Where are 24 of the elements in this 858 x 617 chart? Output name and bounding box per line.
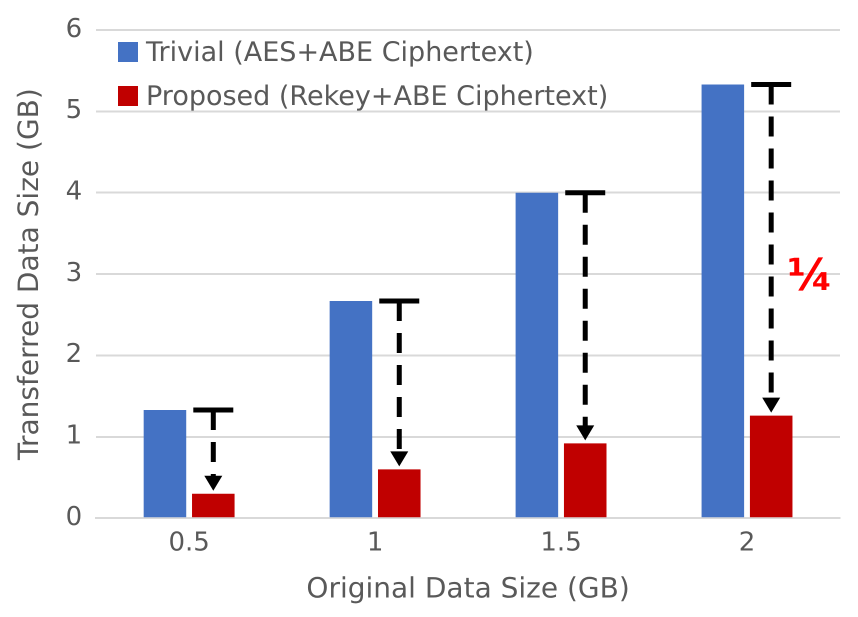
bar (144, 410, 186, 518)
x-tick-label: 1 (366, 528, 384, 558)
bar (378, 469, 421, 518)
bar (330, 300, 372, 518)
y-tick-label: 3 (66, 258, 82, 288)
y-tick-label: 6 (66, 14, 82, 44)
legend-label: Trivial (AES+ABE Ciphertext) (146, 36, 534, 68)
bar (750, 416, 792, 518)
bar (564, 443, 607, 518)
y-tick-label: 5 (66, 95, 82, 126)
y-tick-label: 4 (66, 176, 82, 206)
legend-label: Proposed (Rekey+ABE Ciphertext) (146, 80, 608, 112)
bar (702, 84, 744, 518)
x-tick-label: 0.5 (168, 528, 210, 558)
x-axis-title: Original Data Size (GB) (306, 571, 630, 604)
bar (192, 494, 235, 518)
x-tick-label: 2 (738, 528, 756, 558)
bar (516, 192, 558, 518)
x-tick-label: 1.5 (540, 528, 582, 558)
y-tick-label: 1 (66, 420, 82, 451)
annotation: ¼ (787, 250, 833, 301)
y-axis-title: Transferred Data Size (GB) (12, 88, 46, 461)
y-tick-label: 2 (66, 339, 82, 370)
y-tick-label: 0 (66, 502, 82, 532)
